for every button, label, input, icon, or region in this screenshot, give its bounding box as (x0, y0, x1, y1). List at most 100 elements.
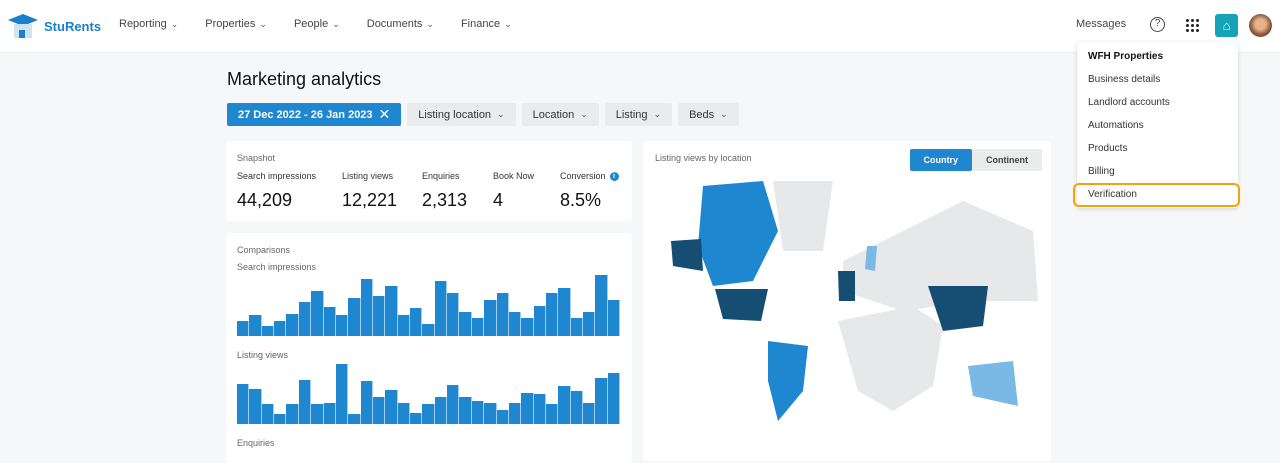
filter-listing[interactable]: Listing ⌄ (604, 103, 673, 126)
chart-bar[interactable] (237, 321, 250, 336)
chart-bar[interactable] (348, 414, 361, 424)
chart-bar[interactable] (545, 404, 559, 424)
chart-bar[interactable] (422, 404, 435, 424)
chart-bar[interactable] (323, 306, 336, 336)
nav-people[interactable]: People ⌄ (294, 18, 340, 30)
home-heart-icon[interactable]: ⌂ (1215, 14, 1238, 37)
menu-item-products[interactable]: Products (1088, 143, 1128, 154)
chart-bar[interactable] (558, 386, 571, 424)
chart-bar[interactable] (508, 403, 522, 424)
chart-bar[interactable] (570, 317, 584, 336)
chart-bar[interactable] (311, 404, 324, 424)
chart-bar[interactable] (385, 286, 398, 336)
chart-bar[interactable] (471, 317, 485, 336)
chart-bar[interactable] (274, 321, 287, 336)
menu-item-business-details[interactable]: Business details (1088, 74, 1161, 85)
chart-bar[interactable] (545, 293, 559, 336)
messages-link[interactable]: Messages (1076, 18, 1127, 30)
chart-bar[interactable] (558, 287, 571, 336)
chart-bar[interactable] (385, 389, 398, 424)
map-region-canada[interactable] (698, 181, 778, 286)
chart-bar[interactable] (583, 403, 596, 424)
chart-bar[interactable] (298, 302, 312, 336)
avatar[interactable] (1249, 14, 1272, 37)
chart-bar[interactable] (323, 403, 336, 424)
logo[interactable]: StuRents (6, 12, 101, 40)
chart-bar[interactable] (249, 388, 262, 424)
map-region-africa[interactable] (838, 306, 943, 411)
menu-item-landlord-accounts[interactable]: Landlord accounts (1088, 97, 1170, 108)
nav-reporting[interactable]: Reporting ⌄ (119, 18, 178, 30)
menu-item-billing[interactable]: Billing (1088, 166, 1115, 177)
chart-bar[interactable] (298, 380, 312, 424)
nav-finance[interactable]: Finance ⌄ (461, 18, 512, 30)
filter-location[interactable]: Location ⌄ (521, 103, 599, 126)
menu-item-verification[interactable]: Verification (1073, 183, 1240, 207)
chart-bar[interactable] (261, 326, 275, 336)
chart-bar[interactable] (360, 381, 373, 424)
chart-bar[interactable] (521, 317, 534, 336)
map-region-usa[interactable] (715, 289, 768, 321)
chart-bar[interactable] (372, 296, 386, 336)
chart-bar[interactable] (447, 384, 460, 424)
nav-documents[interactable]: Documents ⌄ (367, 18, 434, 30)
chart-bar[interactable] (335, 315, 349, 336)
chart-bar[interactable] (372, 397, 386, 424)
chart-bar[interactable] (410, 307, 423, 336)
map-region-china[interactable] (928, 286, 988, 331)
chart-bar[interactable] (274, 413, 287, 424)
chart-bar[interactable] (410, 413, 423, 424)
toggle-country[interactable]: Country (909, 149, 972, 171)
map-region-asia-europe[interactable] (843, 201, 1038, 311)
chart-bar[interactable] (595, 275, 608, 336)
chart-bar[interactable] (335, 364, 349, 424)
map-region-greenland[interactable] (773, 181, 833, 251)
chart-bar[interactable] (471, 401, 485, 424)
chart-bar[interactable] (348, 297, 361, 336)
chart-bar[interactable] (360, 279, 373, 336)
chart-bar[interactable] (422, 324, 435, 336)
chart-bar[interactable] (533, 305, 546, 336)
apps-grid-icon[interactable] (1186, 19, 1199, 32)
chart-bar[interactable] (496, 293, 509, 336)
chart-bar[interactable] (607, 373, 621, 424)
chart-bar[interactable] (286, 404, 299, 424)
chart-bar[interactable] (397, 315, 411, 336)
chart-bar[interactable] (521, 393, 534, 424)
map-region-scandinavia[interactable] (865, 246, 877, 271)
chart-bar[interactable] (607, 299, 621, 336)
chart-bar[interactable] (434, 281, 448, 336)
chart-bar[interactable] (508, 311, 522, 336)
map-region-uk-france[interactable] (838, 271, 855, 301)
chart-bar[interactable] (447, 293, 460, 336)
chart-bar[interactable] (484, 403, 497, 424)
chart-bar[interactable] (533, 393, 546, 424)
chart-bar[interactable] (286, 314, 299, 336)
nav-properties[interactable]: Properties ⌄ (205, 18, 267, 30)
chart-bar[interactable] (459, 311, 472, 336)
chart-bar[interactable] (249, 315, 262, 336)
chart-bar[interactable] (311, 291, 324, 336)
chart-bar[interactable] (570, 390, 584, 424)
toggle-continent[interactable]: Continent (972, 149, 1042, 171)
chart-bar[interactable] (595, 377, 608, 424)
map-region-alaska[interactable] (671, 239, 703, 271)
filter-beds[interactable]: Beds ⌄ (678, 103, 739, 126)
menu-item-automations[interactable]: Automations (1088, 120, 1144, 131)
close-icon[interactable]: ✕ (378, 106, 391, 122)
chart-bar[interactable] (237, 383, 250, 424)
info-icon[interactable]: i (609, 171, 619, 181)
chart-bar[interactable] (459, 397, 472, 424)
map-region-australia[interactable] (968, 361, 1018, 406)
help-icon[interactable]: ? (1150, 17, 1165, 32)
map-region-brazil[interactable] (768, 341, 808, 421)
chart-bar[interactable] (261, 404, 275, 424)
world-map[interactable] (643, 141, 1051, 461)
date-range-filter[interactable]: 27 Dec 2022 - 26 Jan 2023 ✕ (227, 103, 402, 126)
chart-bar[interactable] (583, 311, 596, 336)
chart-bar[interactable] (484, 299, 497, 336)
filter-listing-location[interactable]: Listing location ⌄ (407, 103, 516, 126)
chart-bar[interactable] (397, 403, 411, 424)
chart-bar[interactable] (496, 410, 509, 424)
chart-bar[interactable] (434, 397, 448, 424)
